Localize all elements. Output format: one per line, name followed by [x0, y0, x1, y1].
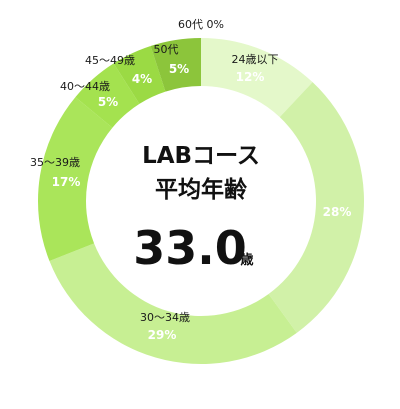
seg-25-29-value-label: 28% [323, 205, 352, 219]
seg-45-49-value-label: 4% [132, 72, 152, 86]
seg-40-44-category-label: 40〜44歳 [60, 80, 110, 93]
seg-35-39-value-label: 17% [52, 175, 81, 189]
seg-35-39-slice [38, 97, 113, 262]
seg-30-34-slice [49, 243, 297, 364]
seg-45-49-category-label: 45〜49歳 [85, 54, 135, 67]
seg-50-slice [150, 38, 201, 92]
seg-24-slice [201, 38, 313, 118]
seg-25-29-slice [268, 82, 364, 333]
center-title-line-2: 平均年齢 [155, 176, 247, 203]
seg-30-34-category-label: 30〜34歳 [140, 311, 190, 324]
center-title-line-1: LABコース [142, 143, 260, 169]
seg-60-category-label: 60代 0% [178, 18, 224, 31]
average-age-unit: 歳 [240, 252, 253, 268]
average-age-value: 33.0 [133, 221, 247, 275]
seg-35-39-category-label: 35〜39歳 [30, 156, 80, 169]
donut-slices [38, 38, 364, 364]
seg-50-value-label: 5% [169, 62, 189, 76]
seg-24-value-label: 12% [236, 70, 265, 84]
seg-45-49-slice [113, 45, 166, 104]
seg-24-category-label: 24歳以下 [232, 53, 279, 66]
seg-30-34-value-label: 29% [148, 328, 177, 342]
seg-40-44-value-label: 5% [98, 95, 118, 109]
donut-labels: 24歳以下 12% 28% 30〜34歳 29% 35〜39歳 17% 40〜44歳 5% 45〜… [30, 18, 351, 342]
seg-50-category-label: 50代 [154, 43, 179, 56]
seg-40-44-slice [75, 63, 140, 128]
